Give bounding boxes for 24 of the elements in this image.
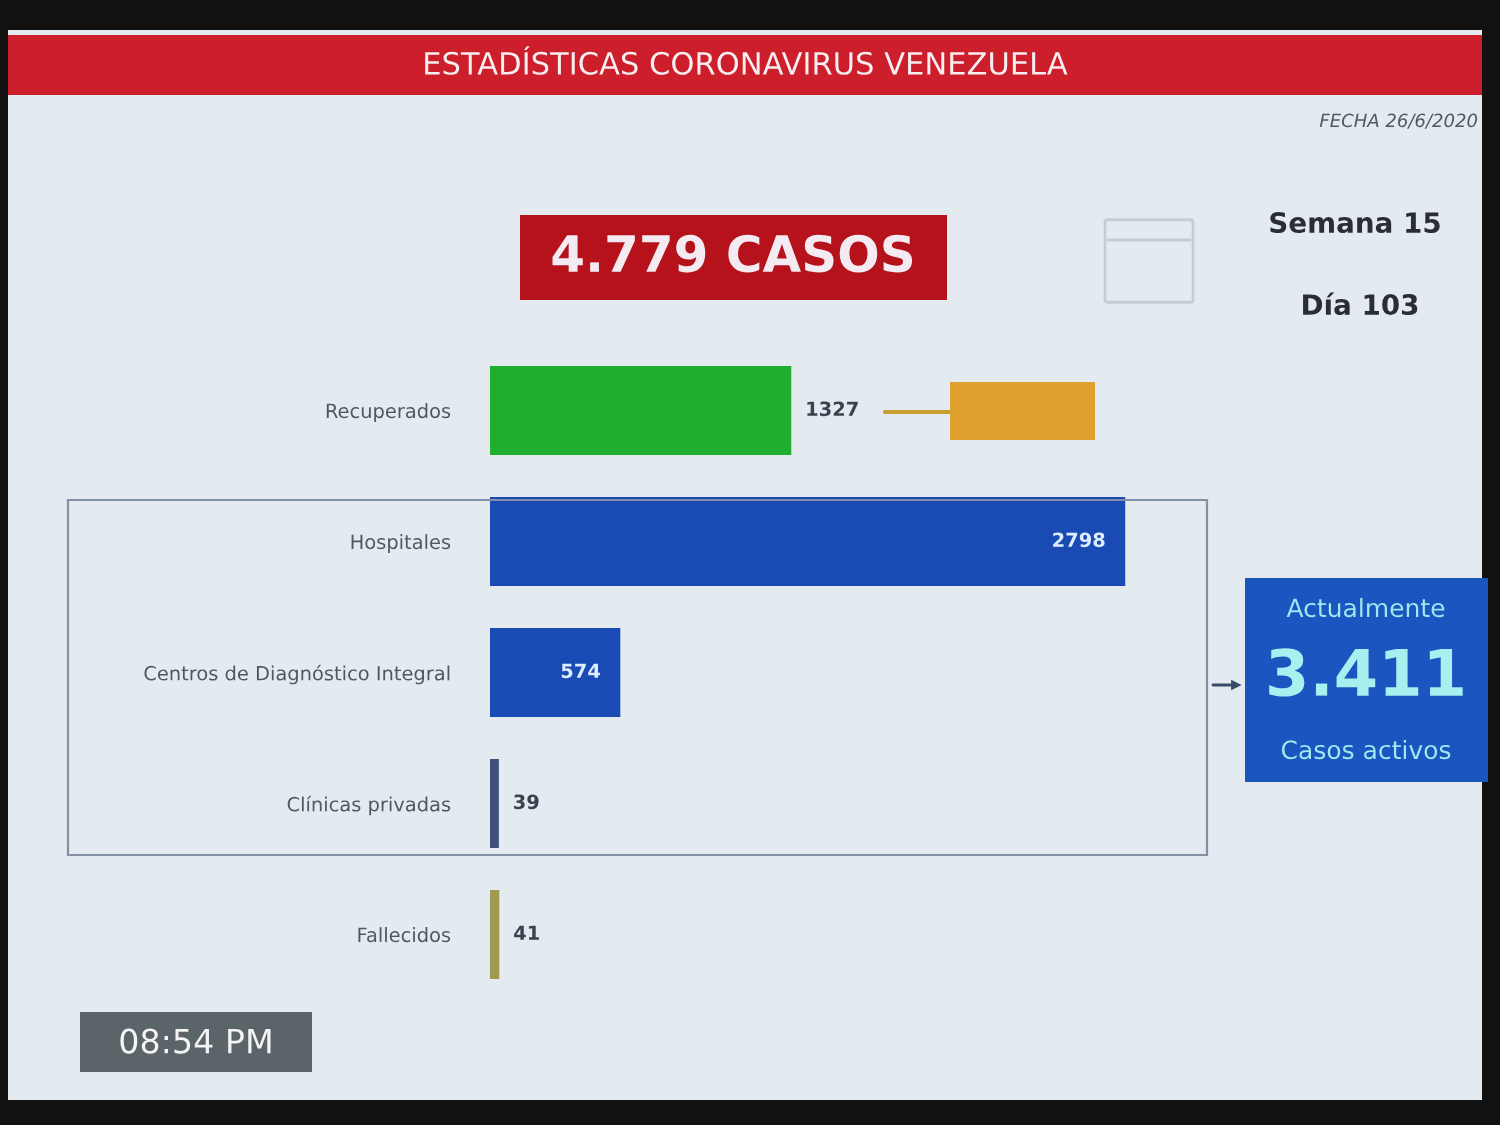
text: Casos activos (1281, 739, 1451, 760)
text: Día 103 (1303, 292, 1418, 316)
y-tick-label: Recuperados (326, 403, 451, 422)
data-label: 2798 (1053, 532, 1105, 548)
y-tick-label: Fallecidos (358, 927, 451, 943)
text: Actualmente (1286, 597, 1445, 618)
text: FECHA 26/6/2020 (1319, 113, 1478, 129)
data-label: 1327 (807, 401, 858, 417)
text: 4.779 CASOS (552, 234, 913, 273)
bar (490, 496, 1126, 587)
y-tick-label: Clínicas privadas (287, 795, 451, 816)
bar (490, 889, 500, 980)
text: Semana 15 (1270, 212, 1440, 234)
text: 08:54 PM (120, 1028, 271, 1054)
data-label: 41 (514, 925, 539, 940)
data-label: 39 (514, 794, 539, 810)
data-label: 574 (561, 663, 600, 679)
bar (490, 627, 621, 718)
y-tick-label: Hospitales (351, 534, 451, 553)
y-tick-label: Centros de Diagnóstico Integral (144, 664, 450, 685)
chart-title: ESTADÍSTICAS CORONAVIRUS VENEZUELA (425, 46, 1068, 75)
text: 3.411 (1269, 648, 1463, 697)
bar (490, 365, 792, 456)
bar (490, 758, 499, 849)
